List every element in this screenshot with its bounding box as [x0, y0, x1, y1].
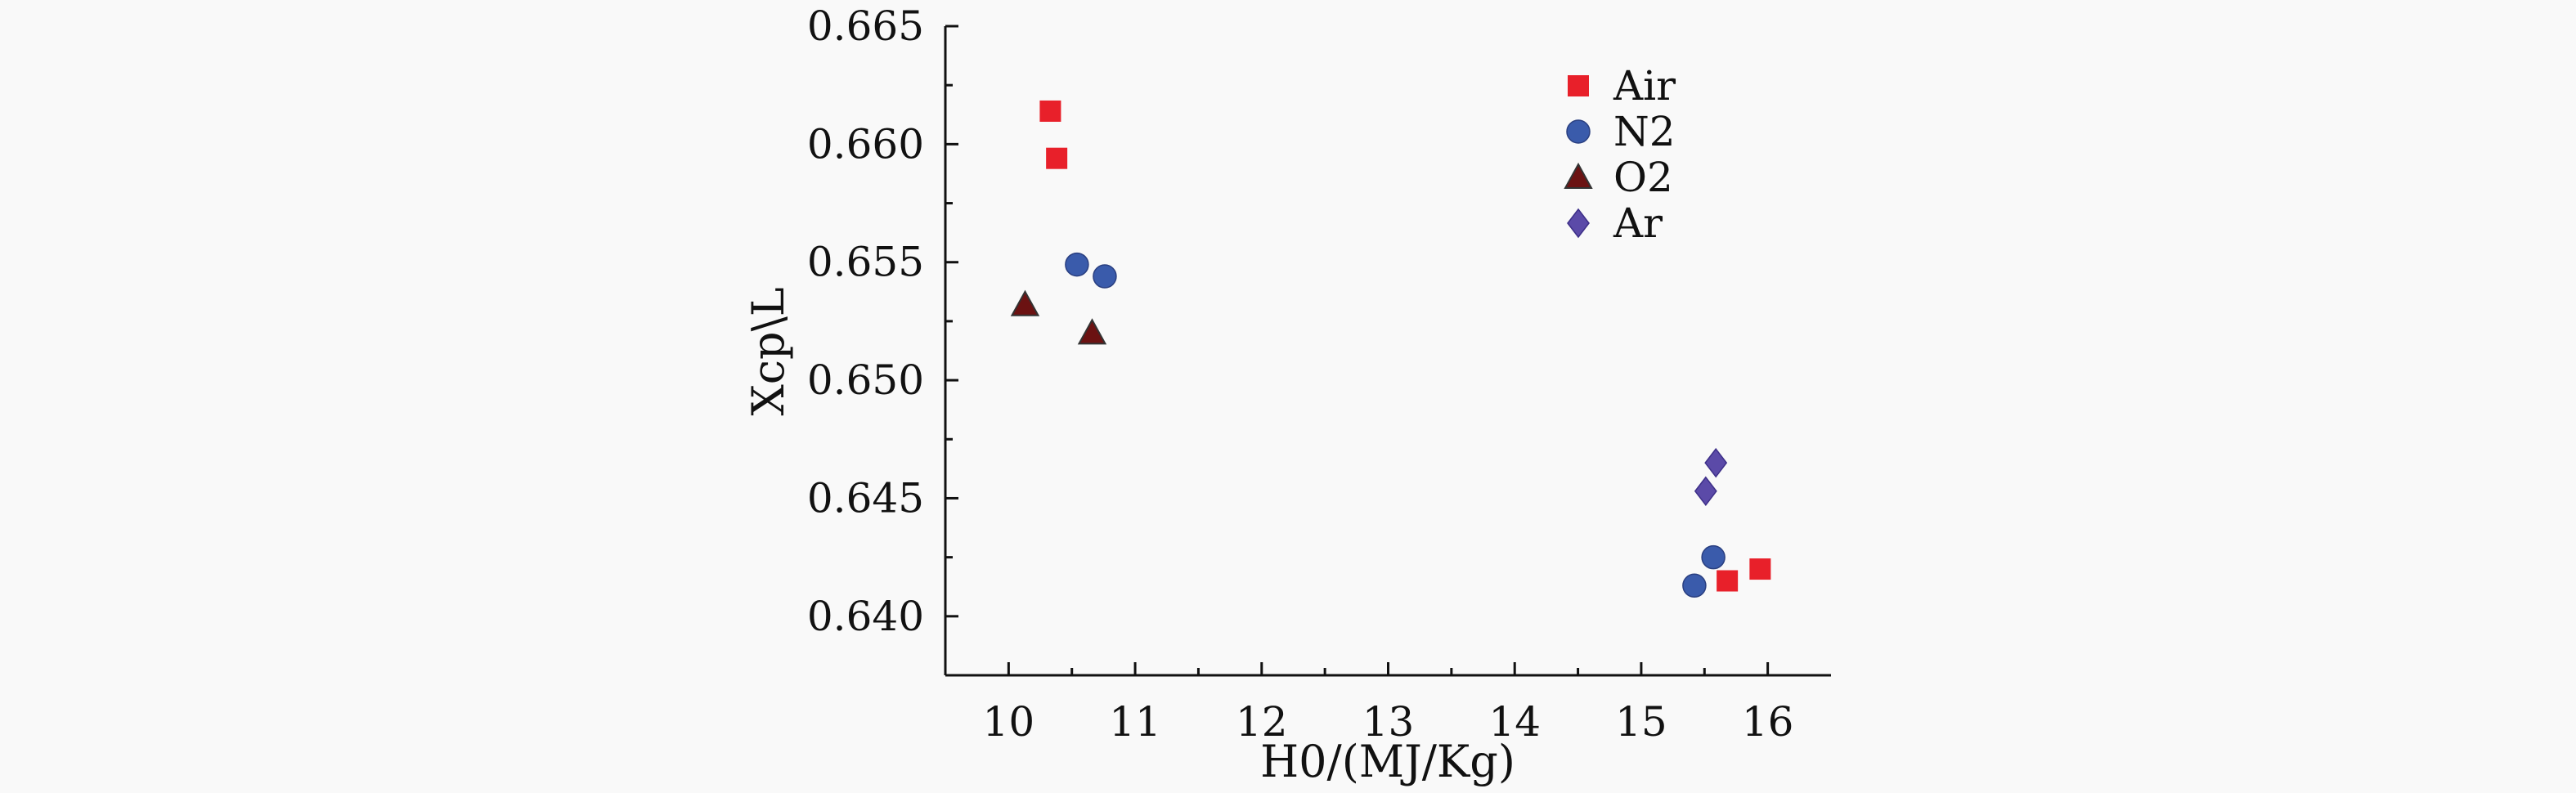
y-tick-label: 0.665 [807, 2, 924, 50]
legend-label-o2: O2 [1613, 154, 1673, 201]
data-point-n2 [1701, 544, 1726, 570]
y-tick-label: 0.645 [807, 474, 924, 522]
legend-marker-n2 [1566, 119, 1591, 144]
y-axis-label: Xcp\L [743, 287, 794, 415]
data-point-n2 [1093, 264, 1117, 289]
legend-label-n2: N2 [1613, 108, 1676, 155]
legend-label-air: Air [1613, 62, 1676, 110]
data-point-air [1039, 100, 1061, 122]
x-tick-label: 10 [983, 698, 1035, 746]
legend-label-ar: Ar [1613, 199, 1663, 247]
x-tick-label: 12 [1236, 698, 1288, 746]
x-tick-label: 14 [1488, 698, 1541, 746]
x-tick-label: 16 [1742, 698, 1794, 746]
x-tick-label: 11 [1109, 698, 1161, 746]
data-point-n2 [1682, 573, 1707, 598]
x-axis-label: H0/(MJ/Kg) [1260, 736, 1515, 787]
data-point-o2 [1010, 289, 1040, 316]
data-point-ar [1694, 476, 1717, 507]
x-tick-label: 13 [1362, 698, 1415, 746]
y-tick-label: 0.640 [807, 593, 924, 640]
data-point-o2 [1077, 318, 1107, 345]
legend-marker-ar [1567, 208, 1590, 239]
y-tick-label: 0.650 [807, 356, 924, 404]
y-tick-label: 0.655 [807, 239, 924, 286]
data-point-n2 [1065, 252, 1089, 277]
data-point-air [1749, 558, 1771, 580]
x-tick-label: 15 [1615, 698, 1667, 746]
data-point-air [1046, 147, 1068, 169]
legend-marker-air [1568, 75, 1589, 96]
data-point-air [1717, 570, 1739, 592]
data-point-ar [1704, 447, 1728, 478]
legend-marker-o2 [1564, 162, 1593, 189]
y-tick-label: 0.660 [807, 120, 924, 168]
